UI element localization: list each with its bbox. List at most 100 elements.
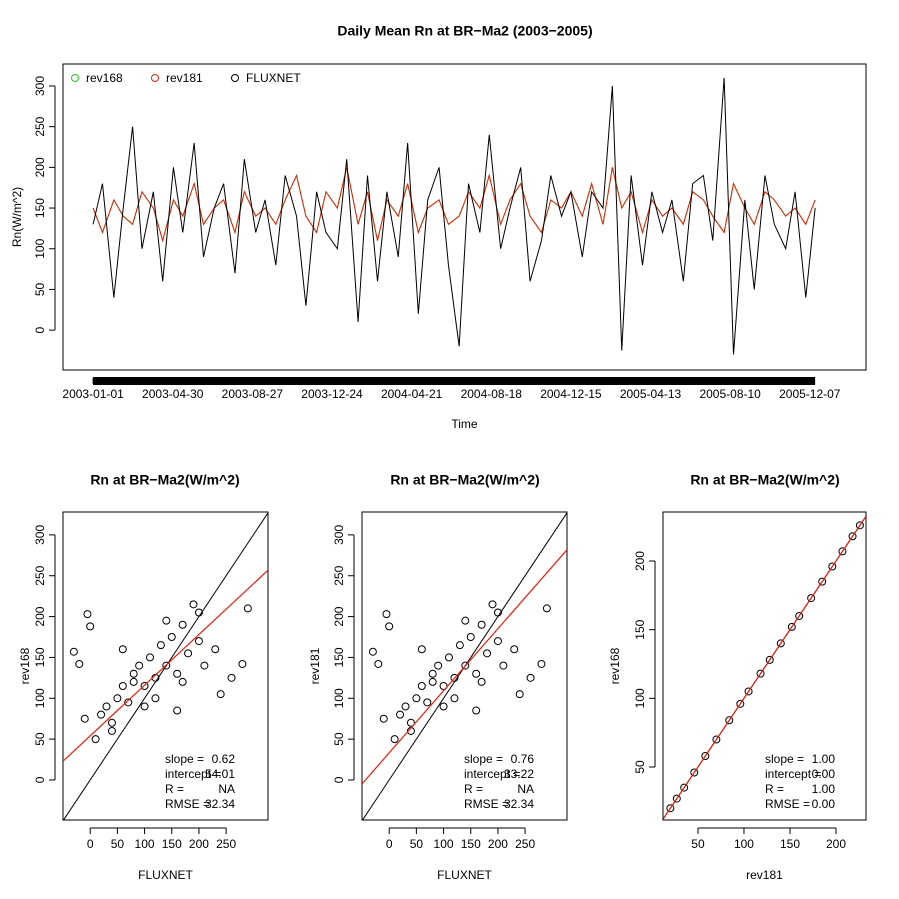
stat-label: R = — [165, 782, 184, 796]
y-axis-label: rev168 — [608, 647, 622, 684]
scatter-point — [807, 594, 816, 603]
scatter-point — [672, 794, 681, 803]
scatter-point — [412, 694, 421, 703]
series-line — [92, 167, 816, 243]
stat-value: 0.76 — [511, 752, 535, 766]
scatter-point — [124, 698, 133, 707]
scatter-point — [216, 690, 225, 699]
x-tick-label: 0 — [386, 837, 393, 851]
y-axis-label: Rn(W/m^2) — [10, 187, 24, 247]
stat-label: intercept = — [165, 767, 221, 781]
legend-marker — [231, 74, 239, 82]
y-tick-label: 150 — [33, 198, 47, 218]
scatter-point — [200, 661, 209, 670]
scatter-point — [828, 562, 837, 571]
x-tick-label: 150 — [461, 837, 481, 851]
legend-marker — [71, 74, 79, 82]
scatter-point — [499, 661, 508, 670]
scatter-point — [765, 655, 774, 664]
x-tick-label: 50 — [691, 837, 705, 851]
scatter-point — [227, 673, 236, 682]
stat-value: 54.01 — [205, 767, 235, 781]
scatter-point — [680, 783, 689, 792]
scatter-point — [83, 610, 92, 619]
scatter-point — [776, 639, 785, 648]
plot-frame — [62, 511, 269, 821]
chart-title: Rn at BR−Ma2(W/m^2) — [90, 472, 239, 488]
scatter-point — [156, 641, 165, 650]
scatter-point — [151, 694, 160, 703]
scatter-point — [428, 677, 437, 686]
stat-value: 0.00 — [812, 797, 836, 811]
scatter-point — [118, 645, 127, 654]
y-tick-label: 50 — [33, 732, 47, 746]
scatter-point — [113, 694, 122, 703]
stat-value: 1.00 — [812, 752, 836, 766]
scatter-point — [135, 661, 144, 670]
stat-value: 32.34 — [205, 797, 235, 811]
stat-label: R = — [464, 782, 483, 796]
scatter-point — [461, 616, 470, 625]
x-tick-label: 2003-08-27 — [222, 387, 284, 401]
scatter-point — [194, 608, 203, 617]
scatter-point — [238, 659, 247, 668]
scatter-point — [838, 547, 847, 556]
x-tick-label: 150 — [162, 837, 182, 851]
x-tick-label: 200 — [189, 837, 209, 851]
scatter-point — [472, 669, 481, 678]
x-tick-label: 200 — [488, 837, 508, 851]
stat-label: RMSE = — [765, 797, 810, 811]
x-tick-label: 100 — [734, 837, 754, 851]
stat-value: 33.22 — [504, 767, 534, 781]
scatter-point — [401, 702, 410, 711]
scatter-point — [173, 706, 182, 715]
x-tick-label: 2003-04-30 — [142, 387, 204, 401]
scatter-point — [855, 521, 864, 530]
fit-line — [362, 549, 567, 785]
stat-value: NA — [218, 782, 235, 796]
scatter-point — [211, 645, 220, 654]
y-tick-label: 50 — [332, 732, 346, 746]
x-tick-label: 200 — [826, 837, 846, 851]
scatter-point — [86, 622, 95, 631]
scatter-point — [493, 608, 502, 617]
scatter-point — [91, 735, 100, 744]
plot-area — [63, 512, 268, 820]
stat-label: RMSE = — [165, 797, 210, 811]
scatter-point — [477, 620, 486, 629]
scatter-point — [461, 661, 470, 670]
x-tick-label: 2003-01-01 — [62, 387, 124, 401]
x-axis-label: FLUXNET — [138, 868, 193, 882]
plot-frame — [662, 511, 867, 821]
y-tick-label: 200 — [33, 157, 47, 177]
scatter-point — [428, 669, 437, 678]
y-tick-label: 0 — [332, 776, 346, 783]
x-tick-label: 0 — [87, 837, 94, 851]
fit-line — [663, 515, 866, 820]
scatter-point — [69, 647, 78, 656]
scatter-point — [725, 716, 734, 725]
scatter-point — [472, 706, 481, 715]
plot-frame — [361, 511, 568, 821]
scatter-point — [542, 604, 551, 613]
y-tick-label: 0 — [33, 326, 47, 333]
x-tick-label: 150 — [780, 837, 800, 851]
y-tick-label: 250 — [33, 565, 47, 585]
y-tick-label: 50 — [633, 760, 647, 774]
y-tick-label: 200 — [633, 551, 647, 571]
scatter-point — [129, 669, 138, 678]
stat-value: 32.34 — [504, 797, 534, 811]
scatter-point — [445, 653, 454, 662]
y-tick-label: 150 — [33, 647, 47, 667]
scatter-point — [75, 659, 84, 668]
scatter-point — [701, 752, 710, 761]
scatter-point — [379, 714, 388, 723]
scatter-point — [744, 687, 753, 696]
x-tick-label: 2005-12-07 — [779, 387, 841, 401]
y-tick-label: 150 — [633, 619, 647, 639]
scatter-point — [385, 622, 394, 631]
scatter-point — [382, 610, 391, 619]
stat-label: R = — [765, 782, 784, 796]
scatter-point — [537, 659, 546, 668]
chart-title: Daily Mean Rn at BR−Ma2 (2003−2005) — [337, 23, 592, 39]
